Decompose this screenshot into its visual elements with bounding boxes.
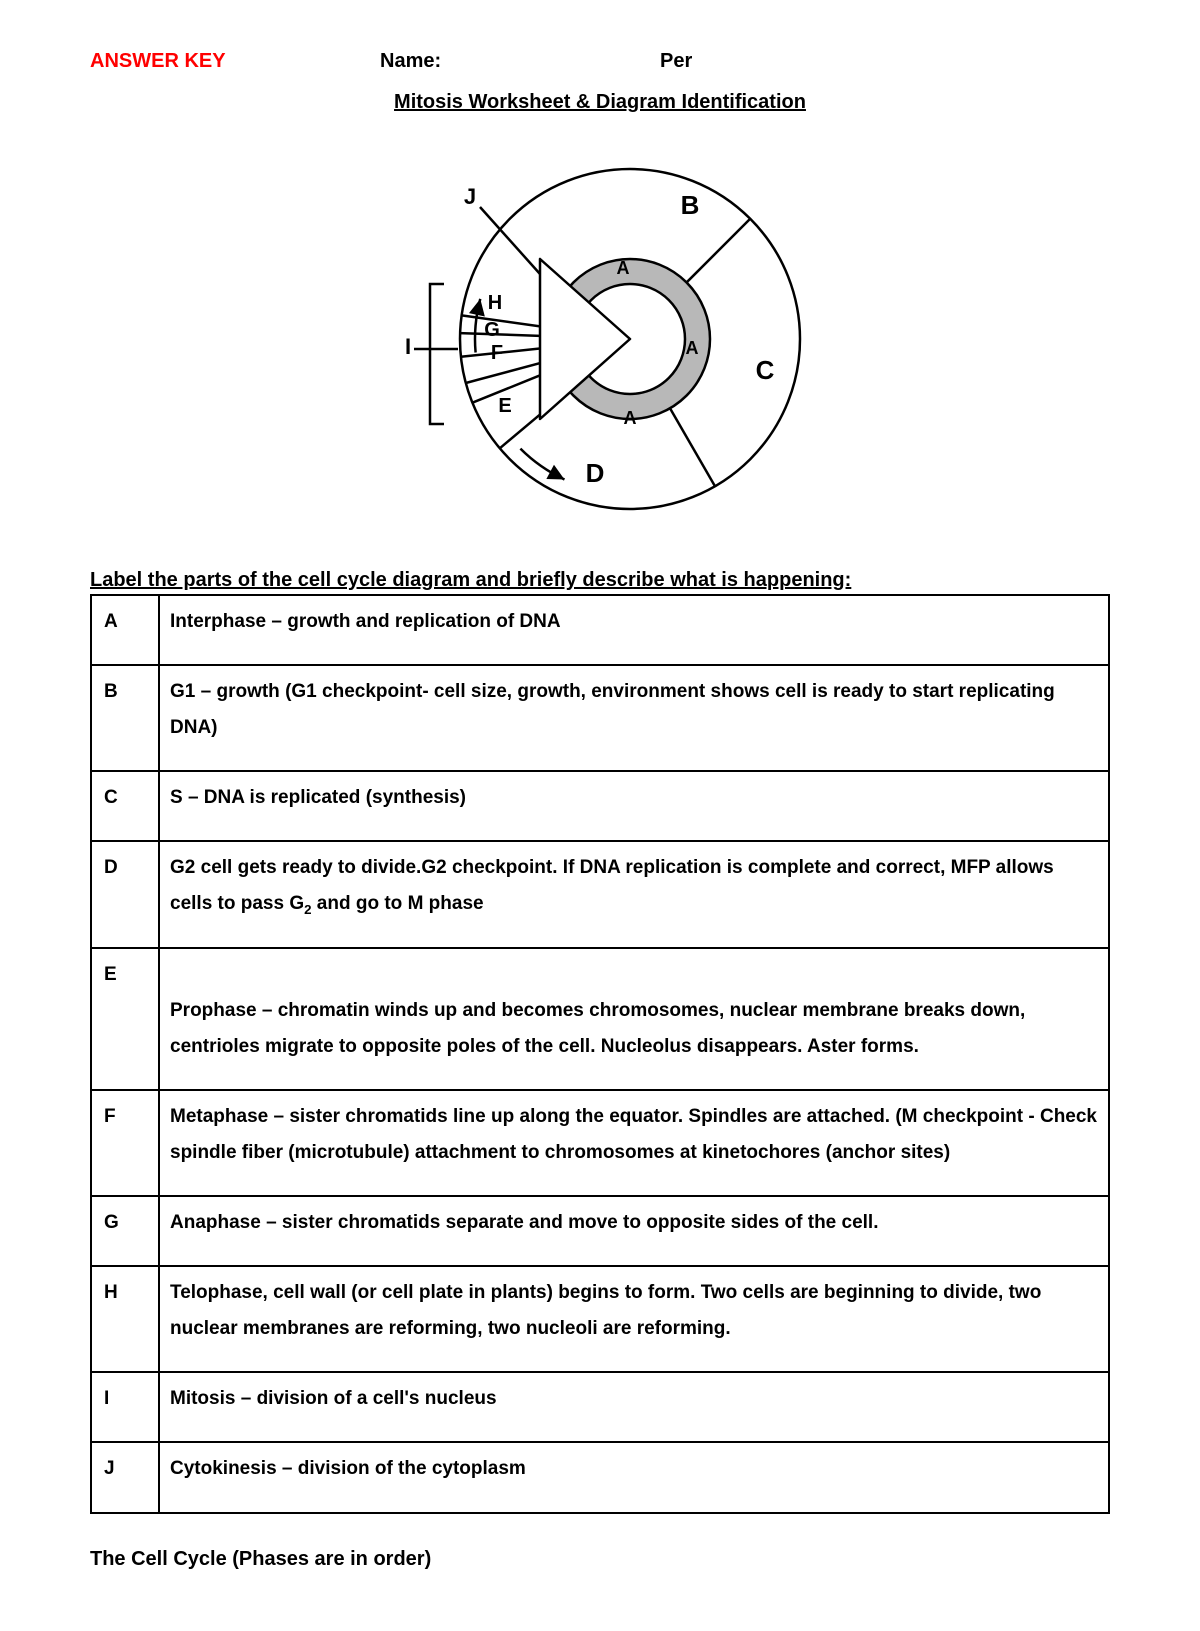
row-letter: I: [91, 1372, 159, 1442]
row-letter: C: [91, 771, 159, 841]
table-row: CS – DNA is replicated (synthesis): [91, 771, 1109, 841]
svg-text:G: G: [484, 319, 500, 341]
table-row: BG1 – growth (G1 checkpoint- cell size, …: [91, 665, 1109, 771]
table-row: FMetaphase – sister chromatids line up a…: [91, 1090, 1109, 1196]
answer-key-label: ANSWER KEY: [90, 50, 380, 73]
row-description: Anaphase – sister chromatids separate an…: [159, 1196, 1109, 1266]
table-row: AInterphase – growth and replication of …: [91, 595, 1109, 665]
row-description: Mitosis – division of a cell's nucleus: [159, 1372, 1109, 1442]
svg-text:J: J: [464, 184, 476, 209]
table-row: HTelophase, cell wall (or cell plate in …: [91, 1266, 1109, 1372]
row-letter: F: [91, 1090, 159, 1196]
row-description: Interphase – growth and replication of D…: [159, 595, 1109, 665]
row-description: S – DNA is replicated (synthesis): [159, 771, 1109, 841]
svg-text:I: I: [405, 334, 411, 359]
row-description: Metaphase – sister chromatids line up al…: [159, 1090, 1109, 1196]
worksheet-title: Mitosis Worksheet & Diagram Identificati…: [90, 91, 1110, 114]
svg-text:A: A: [686, 338, 699, 358]
row-letter: E: [91, 948, 159, 1090]
svg-text:H: H: [488, 292, 502, 314]
row-letter: D: [91, 841, 159, 947]
table-row: GAnaphase – sister chromatids separate a…: [91, 1196, 1109, 1266]
cell-cycle-diagram: B C D E FGH A A A J I: [90, 144, 1110, 529]
row-description: Telophase, cell wall (or cell plate in p…: [159, 1266, 1109, 1372]
row-description: G1 – growth (G1 checkpoint- cell size, g…: [159, 665, 1109, 771]
table-caption: Label the parts of the cell cycle diagra…: [90, 569, 1110, 592]
footer-heading: The Cell Cycle (Phases are in order): [90, 1548, 1110, 1571]
svg-text:D: D: [586, 458, 605, 488]
svg-text:A: A: [617, 258, 630, 278]
row-letter: A: [91, 595, 159, 665]
svg-text:C: C: [756, 355, 775, 385]
row-letter: B: [91, 665, 159, 771]
row-description: G2 cell gets ready to divide.G2 checkpoi…: [159, 841, 1109, 947]
table-row: EProphase – chromatin winds up and becom…: [91, 948, 1109, 1090]
row-description: Cytokinesis – division of the cytoplasm: [159, 1442, 1109, 1512]
svg-text:A: A: [624, 408, 637, 428]
row-letter: G: [91, 1196, 159, 1266]
row-letter: H: [91, 1266, 159, 1372]
svg-text:B: B: [681, 190, 700, 220]
table-row: JCytokinesis – division of the cytoplasm: [91, 1442, 1109, 1512]
svg-text:F: F: [491, 342, 503, 364]
table-row: IMitosis – division of a cell's nucleus: [91, 1372, 1109, 1442]
svg-text:E: E: [498, 395, 511, 417]
name-label: Name:: [380, 50, 660, 73]
header-row: ANSWER KEY Name: Per: [90, 50, 1110, 73]
answer-table: AInterphase – growth and replication of …: [90, 594, 1110, 1514]
row-description: Prophase – chromatin winds up and become…: [159, 948, 1109, 1090]
row-letter: J: [91, 1442, 159, 1512]
table-row: DG2 cell gets ready to divide.G2 checkpo…: [91, 841, 1109, 947]
period-label: Per: [660, 50, 692, 73]
